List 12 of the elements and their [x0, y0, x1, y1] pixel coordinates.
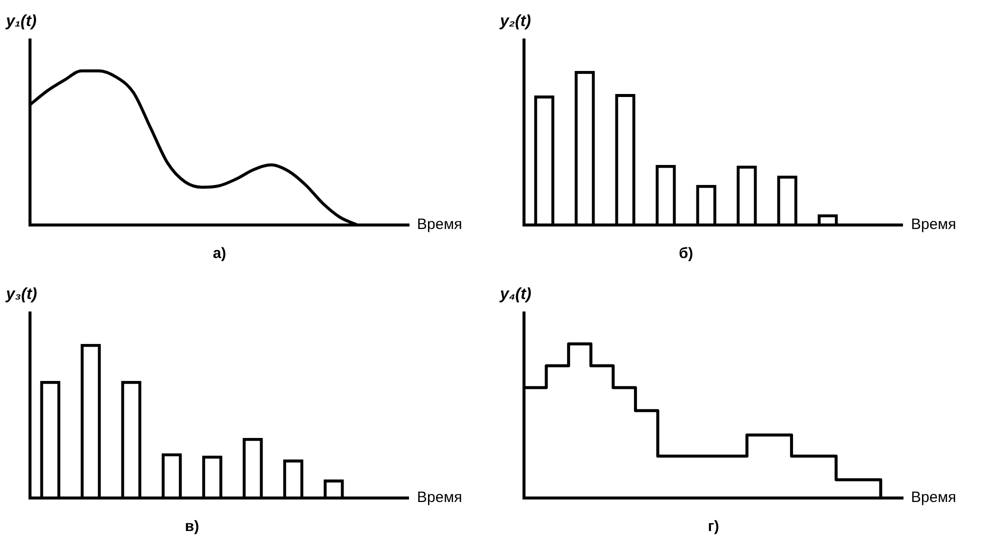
text: б): [678, 245, 694, 262]
text: г): [708, 518, 720, 536]
y-axis-title: y₄(t): [499, 286, 532, 303]
y-axis-title: y₂(t): [499, 13, 531, 30]
text: а): [212, 245, 226, 262]
text: в): [184, 518, 200, 536]
x-axis-title: Время: [911, 489, 956, 506]
x-axis-title: Время: [911, 216, 956, 234]
x-axis-title: Время: [417, 489, 462, 506]
y-axis-title: y₁(t): [5, 13, 37, 30]
y-axis-title: y₃(t): [5, 286, 38, 303]
x-axis-title: Время: [417, 216, 462, 234]
